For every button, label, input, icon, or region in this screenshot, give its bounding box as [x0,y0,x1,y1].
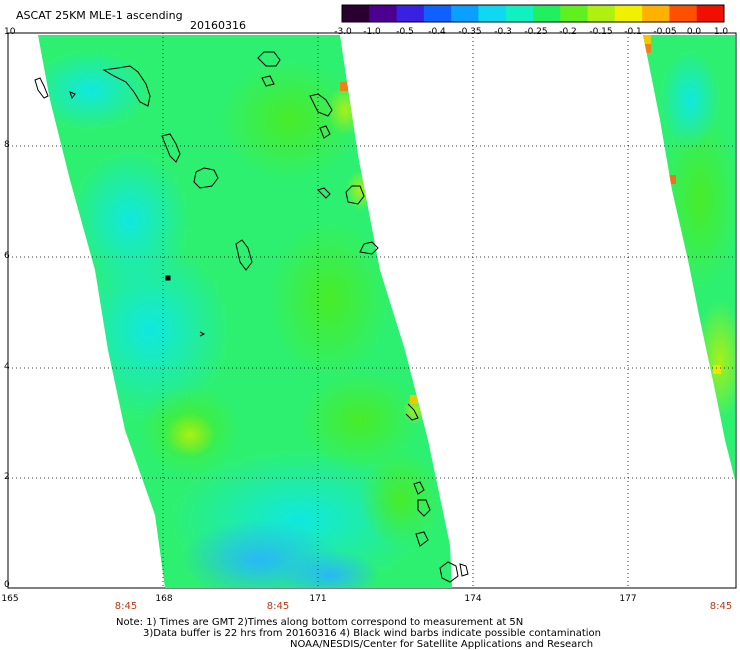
note-line-3: NOAA/NESDIS/Center for Satellite Applica… [290,639,594,650]
island-outline [309,93,333,117]
y-tick-label: 6 [4,251,10,261]
island-outline [102,65,151,107]
time-label: 8:45 [709,601,733,612]
note-line-2: 3)Data buffer is 22 hrs from 20160316 4)… [143,628,601,639]
colorbar-tick-label: -0.25 [524,27,548,37]
time-label: 8:45 [266,601,290,612]
colorbar-segment [560,5,589,22]
colorbar-segment [533,5,561,22]
note-line-1: Note: 1) Times are GMT 2)Times along bot… [116,617,524,628]
colorbar-tick-label: -0.35 [458,27,482,37]
island-outline [161,133,181,163]
x-tick-label: 165 [1,594,19,604]
island-outline [359,241,379,255]
chart-date: 20160316 [190,19,246,32]
colorbar-tick-label: -0.3 [494,27,512,37]
colorbar-segment [642,5,670,22]
colorbar-tick-label: -0.2 [559,27,577,37]
colorbar-segment [342,5,370,22]
island-outline [199,331,206,337]
colorbar-segment [696,5,725,22]
colorbar-segment [396,5,425,22]
y-tick-label: 2 [4,472,10,482]
y-tick-label: 8 [4,140,10,150]
y-tick-label: 10 [4,27,16,37]
island-outline [261,75,275,87]
island-outline [165,275,171,281]
island-outline [439,561,459,583]
colorbar-tick-label: -0.4 [428,27,446,37]
time-label: 8:45 [114,601,138,612]
island-outline [317,187,331,199]
island-outline [257,51,281,67]
grid-lines [8,33,736,588]
island-outline [417,499,431,517]
colorbar-tick-label: -0.05 [653,27,677,37]
island-outline [345,185,365,205]
x-tick-label: 177 [619,594,637,604]
colorbar-frame [341,4,725,23]
colorbar-segment [478,5,507,22]
main-swath [38,35,452,588]
island-outlines [34,51,469,583]
island-outline [235,239,253,271]
y-tick-label: 0 [4,580,10,590]
colorbar-tick-label: 0.0 [686,27,702,37]
x-tick-label: 171 [309,594,327,604]
island-outline [319,125,331,139]
colorbar-segment [369,5,398,22]
colorbar-tick-label: -0.1 [624,27,642,37]
island-outline [34,77,49,99]
x-tick-label: 168 [155,594,173,604]
colorbar-segment [505,5,534,22]
island-outline [405,403,419,421]
colorbar-tick-label: 1.0 [713,27,729,37]
island-outline [459,563,469,577]
colorbar-segment [451,5,479,22]
colorbar [342,5,725,22]
y-tick-label: 4 [4,362,10,372]
island-outline [413,481,425,495]
colorbar-segment [614,5,643,22]
colorbar-tick-label: -1.0 [363,27,381,37]
chart-title: ASCAT 25KM MLE-1 ascending [16,9,183,22]
colorbar-tick-label: -3.0 [334,27,352,37]
colorbar-segment [669,5,698,22]
island-outline [193,167,219,189]
x-tick-label: 174 [464,594,482,604]
colorbar-tick-label: -0.5 [396,27,414,37]
island-outline [69,91,76,100]
island-outline [415,531,429,547]
colorbar-segment [587,5,616,22]
colorbar-segment [423,5,452,22]
right-swath [643,35,735,480]
colorbar-tick-label: -0.15 [589,27,613,37]
